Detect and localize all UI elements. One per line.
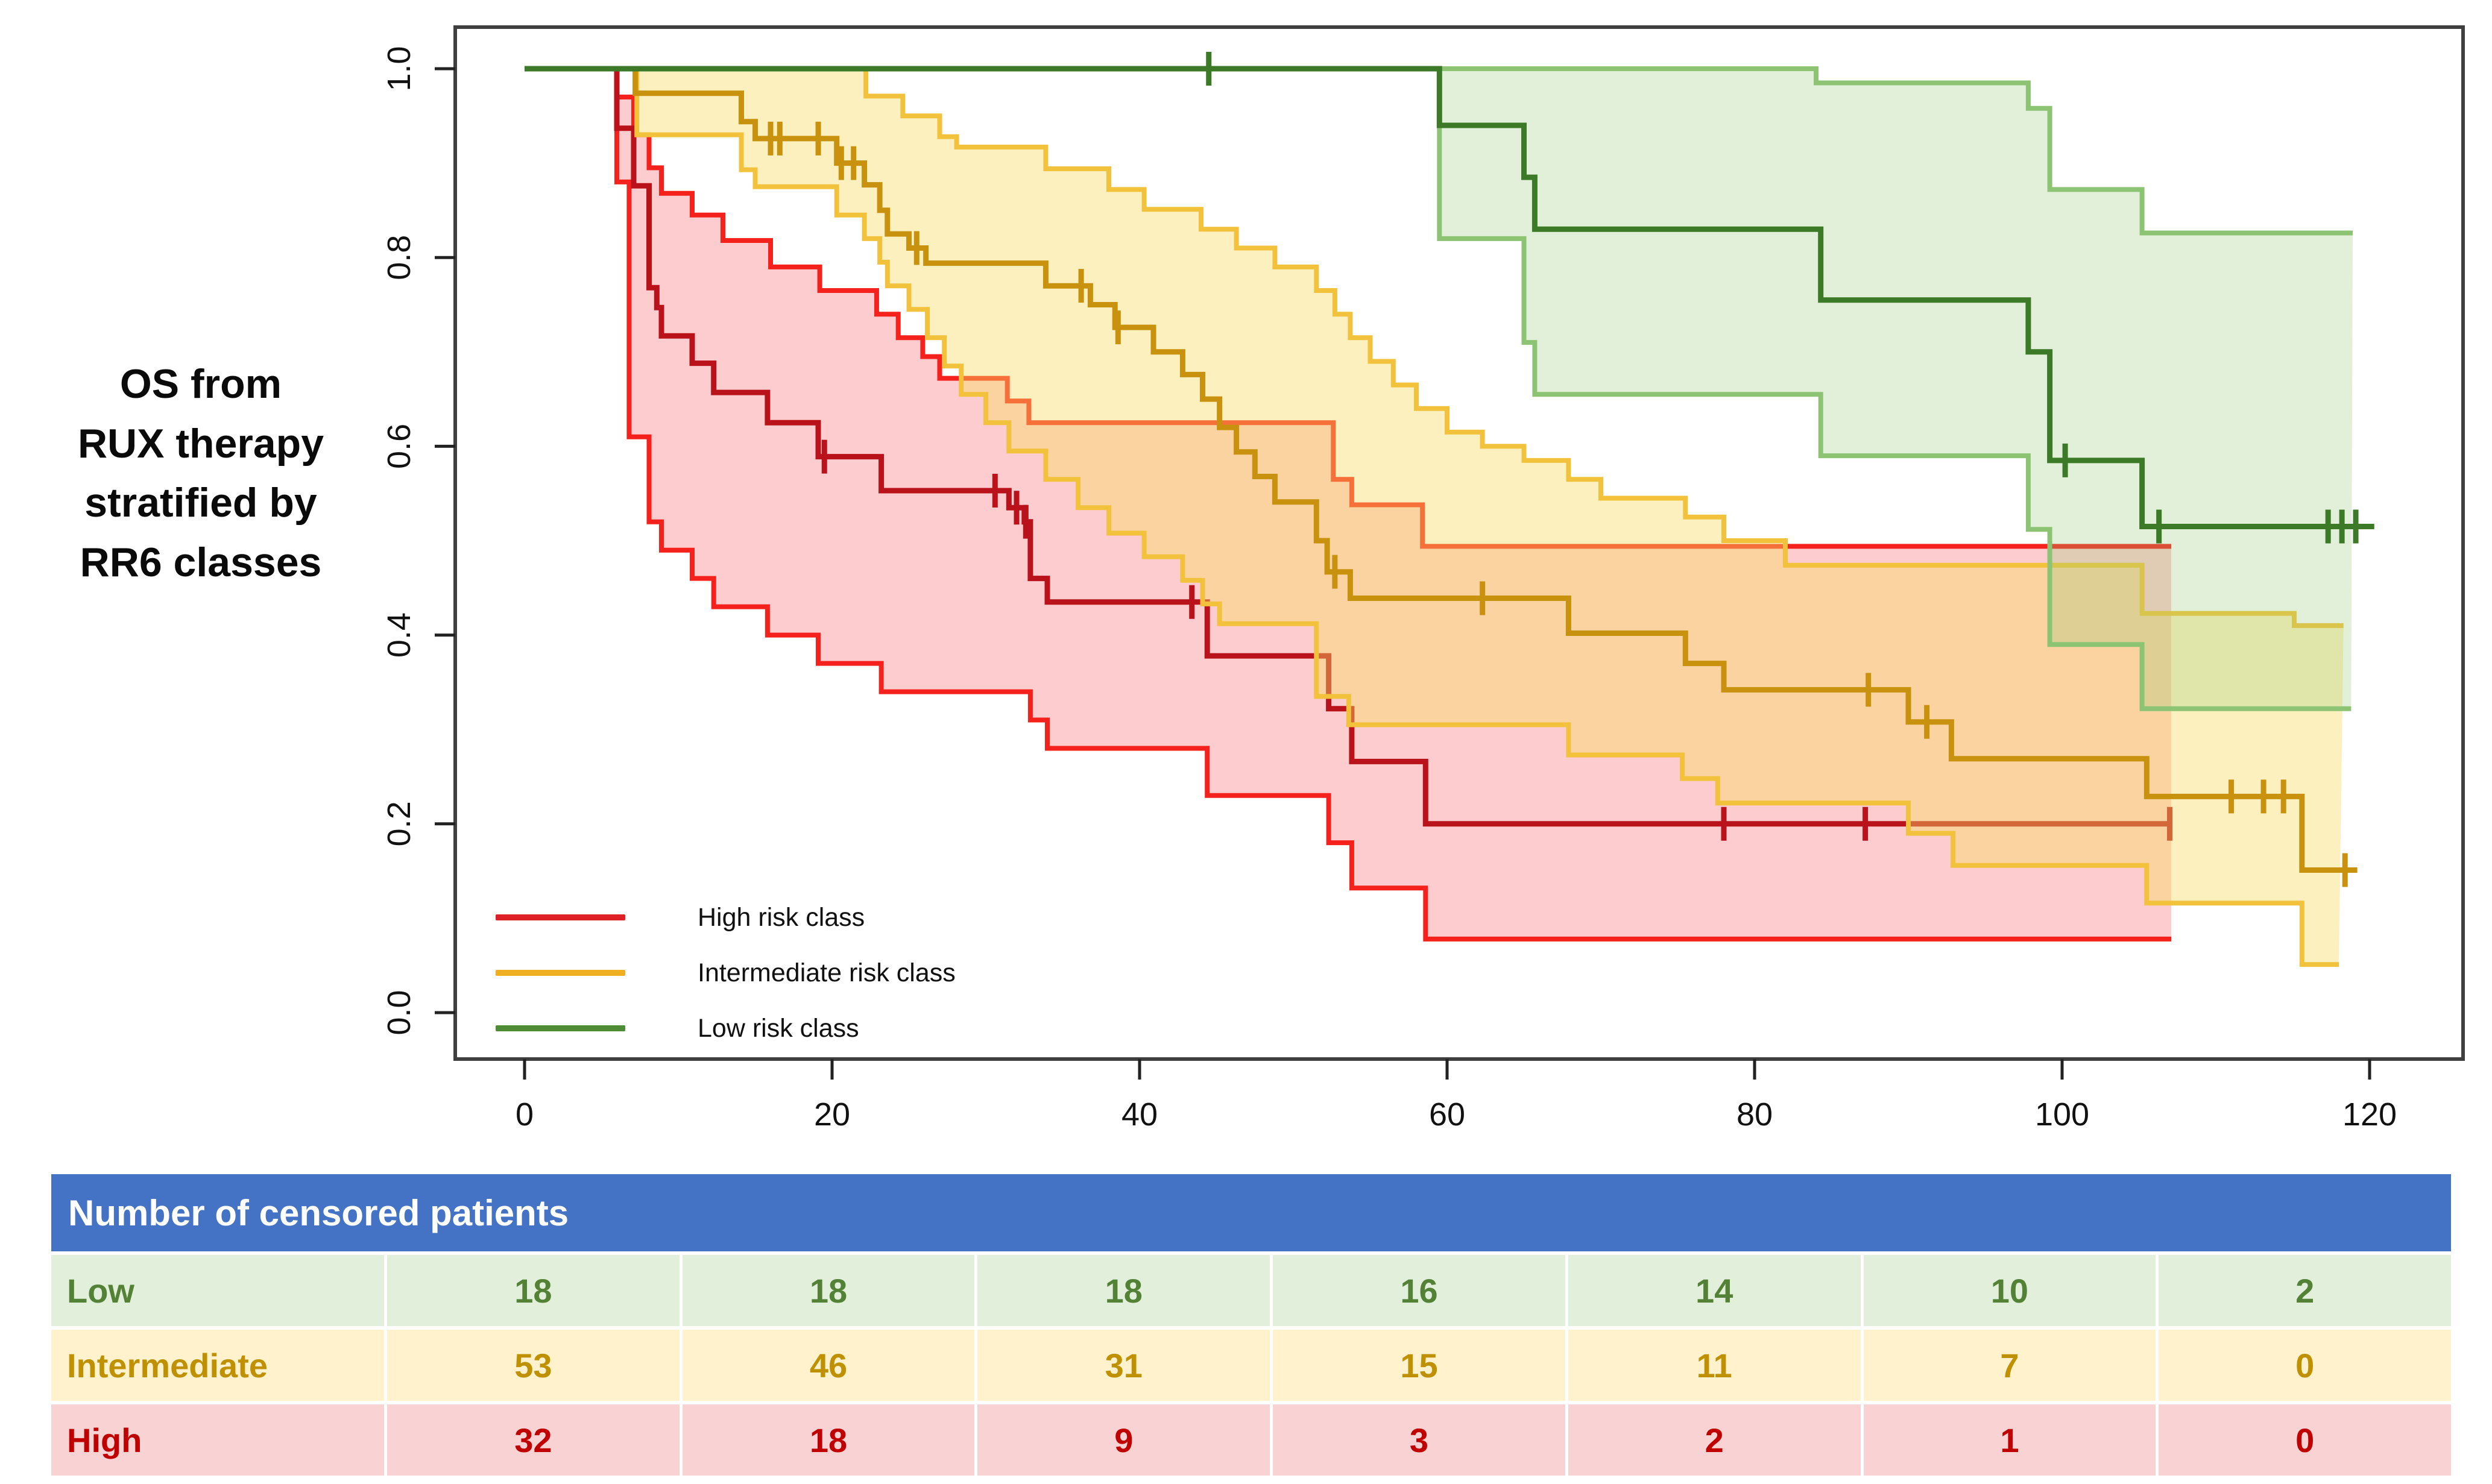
legend-line-swatch bbox=[496, 970, 625, 976]
svg-text:40: 40 bbox=[1121, 1096, 1158, 1133]
legend-label: Intermediate risk class bbox=[698, 958, 956, 987]
legend-item-intermediate: Intermediate risk class bbox=[496, 957, 956, 989]
legend-line-swatch bbox=[496, 1025, 625, 1031]
svg-text:120: 120 bbox=[2342, 1096, 2397, 1133]
svg-text:80: 80 bbox=[1737, 1096, 1773, 1133]
km-survival-chart: 0 20 40 60 80 100 120 0.0 0.2 0.4 0.6 0.8 1.0 bbox=[381, 25, 2465, 1133]
svg-text:0.2: 0.2 bbox=[381, 801, 417, 846]
table-cell: 18 bbox=[682, 1255, 975, 1326]
table-cell: 31 bbox=[977, 1330, 1270, 1401]
table-cell: 11 bbox=[1568, 1330, 1861, 1401]
row-label: Low bbox=[51, 1255, 384, 1326]
table-header: Number of censored patients bbox=[51, 1174, 2451, 1251]
table-cell: 7 bbox=[1863, 1330, 2156, 1401]
table-cell: 14 bbox=[1568, 1255, 1861, 1326]
svg-text:100: 100 bbox=[2035, 1096, 2089, 1133]
table-cell: 18 bbox=[387, 1255, 680, 1326]
legend: High risk class Intermediate risk class … bbox=[496, 902, 956, 1044]
row-label: High bbox=[51, 1404, 384, 1476]
svg-text:60: 60 bbox=[1429, 1096, 1465, 1133]
table-cell: 18 bbox=[977, 1255, 1270, 1326]
table-cell: 2 bbox=[1568, 1404, 1861, 1476]
table-cell: 32 bbox=[387, 1404, 680, 1476]
table-cell: 9 bbox=[977, 1404, 1270, 1476]
svg-text:0.6: 0.6 bbox=[381, 424, 417, 469]
table-cell: 15 bbox=[1273, 1330, 1565, 1401]
table-cell: 0 bbox=[2159, 1404, 2451, 1476]
svg-text:0.8: 0.8 bbox=[381, 235, 417, 280]
table-cell: 0 bbox=[2159, 1330, 2451, 1401]
table-row-intermediate: Intermediate 53 46 31 15 11 7 0 bbox=[51, 1330, 2451, 1401]
table-cell: 16 bbox=[1273, 1255, 1565, 1326]
row-label: Intermediate bbox=[51, 1330, 384, 1401]
legend-line-swatch bbox=[496, 914, 625, 920]
table-cell: 3 bbox=[1273, 1404, 1565, 1476]
table-cell: 1 bbox=[1863, 1404, 2156, 1476]
censored-patients-table: Number of censored patients Low 18 18 18… bbox=[51, 1174, 2451, 1476]
svg-text:0.4: 0.4 bbox=[381, 612, 417, 658]
table-cell: 2 bbox=[2159, 1255, 2451, 1326]
legend-item-low: Low risk class bbox=[496, 1013, 956, 1044]
chart-title-line: OS from bbox=[119, 361, 282, 407]
svg-text:0.0: 0.0 bbox=[381, 990, 417, 1035]
table-row-low: Low 18 18 18 16 14 10 2 bbox=[51, 1255, 2451, 1326]
chart-title-line: stratified by bbox=[84, 480, 317, 526]
legend-label: Low risk class bbox=[698, 1013, 859, 1043]
table-row-high: High 32 18 9 3 2 1 0 bbox=[51, 1404, 2451, 1476]
table-cell: 53 bbox=[387, 1330, 680, 1401]
legend-item-high: High risk class bbox=[496, 902, 956, 933]
table-cell: 46 bbox=[682, 1330, 975, 1401]
table-cell: 10 bbox=[1863, 1255, 2156, 1326]
chart-title: OS from RUX therapy stratified by RR6 cl… bbox=[5, 354, 397, 592]
chart-title-line: RUX therapy bbox=[77, 420, 324, 467]
svg-text:0: 0 bbox=[516, 1096, 534, 1133]
legend-label: High risk class bbox=[698, 902, 865, 932]
svg-text:20: 20 bbox=[814, 1096, 850, 1133]
table-cell: 18 bbox=[682, 1404, 975, 1476]
chart-title-line: RR6 classes bbox=[80, 539, 322, 585]
svg-text:1.0: 1.0 bbox=[381, 46, 417, 91]
